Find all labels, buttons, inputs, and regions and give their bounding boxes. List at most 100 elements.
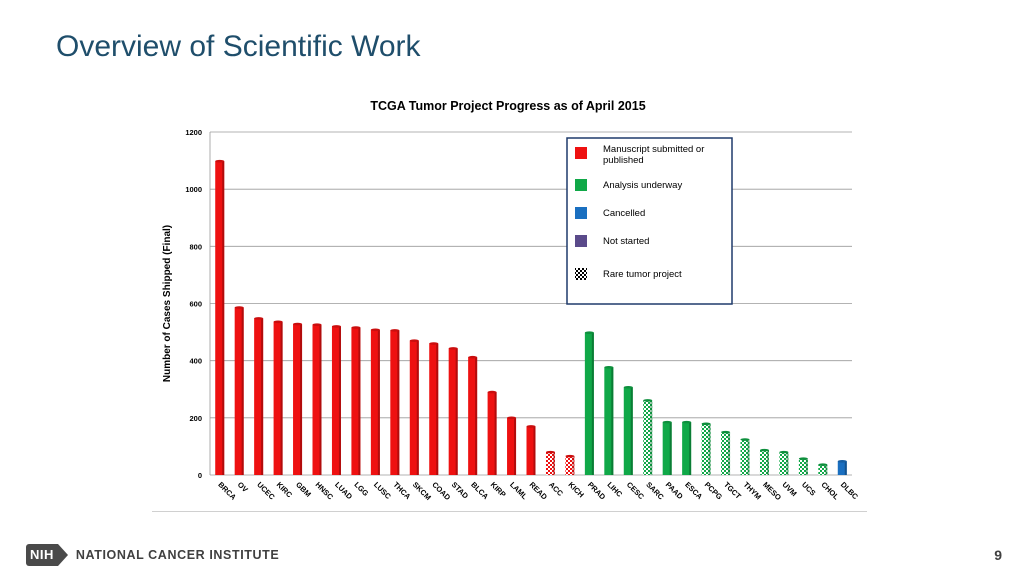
bar-cap-chol (818, 463, 828, 467)
x-tick-label: THYM (742, 480, 763, 501)
bar-cap-lihc (604, 365, 614, 369)
legend-swatch-published (575, 147, 587, 159)
bar-shade-esca (689, 422, 692, 475)
bar-cap-brca (215, 159, 225, 163)
bar-cap-paad (662, 420, 672, 424)
bar-shade-cesc (630, 387, 633, 475)
nih-logo: NIH (26, 544, 68, 566)
bar-prad (584, 332, 594, 475)
bar-cap-sarc (643, 399, 653, 402)
bar-cap-coad (429, 342, 439, 345)
y-tick-label: 600 (189, 300, 202, 309)
legend-swatch-not_started (575, 235, 587, 247)
bar-cap-read (526, 425, 536, 428)
y-tick-label: 0 (198, 471, 202, 480)
bar-cap-ucs (798, 457, 808, 461)
bar-skcm (409, 340, 419, 475)
chart-frame-bottom (152, 511, 867, 512)
bar-lgg (351, 327, 361, 475)
bar-brca (215, 161, 225, 475)
x-tick-label: HNSC (314, 480, 336, 502)
bar-ov (234, 307, 244, 475)
y-tick-label: 200 (189, 414, 202, 423)
x-tick-label: PRAD (586, 480, 608, 502)
legend-label-not_started: Not started (603, 236, 649, 247)
institute-name: NATIONAL CANCER INSTITUTE (75, 548, 280, 562)
x-tick-label: SARC (644, 480, 666, 502)
bar-shade-pcpg (708, 423, 711, 475)
legend-swatch-underway (575, 179, 587, 191)
bar-shade-skcm (416, 340, 419, 475)
slide-title: Overview of Scientific Work (56, 30, 421, 63)
bar-esca (682, 422, 692, 475)
legend-swatch-rare (575, 268, 587, 280)
bar-cap-kirc (273, 320, 283, 324)
y-tick-label: 1200 (185, 128, 202, 137)
bar-thym (740, 439, 750, 475)
y-ticks: 0 200 400 600 800 1000 1200 (185, 128, 202, 480)
bar-cap-ucec (254, 317, 264, 320)
bar-shade-acc (552, 452, 555, 475)
x-tick-label: LGG (352, 480, 370, 498)
y-tick-label: 1000 (185, 185, 202, 194)
bar-cap-gbm (293, 322, 303, 326)
bar-shade-thca (397, 330, 400, 475)
bar-shade-hnsc (319, 324, 322, 475)
bar-cap-ov (234, 306, 244, 309)
bar-dlbc (837, 461, 847, 475)
bar-pcpg (701, 423, 711, 475)
nih-logo-arrow (57, 544, 68, 566)
bar-thca (390, 330, 400, 475)
chart: TCGA Tumor Project Progress as of April … (152, 90, 867, 510)
y-tick-label: 400 (189, 357, 202, 366)
x-tick-label: UCEC (255, 480, 277, 502)
bar-luad (331, 326, 341, 475)
bar-chart-svg: TCGA Tumor Project Progress as of April … (162, 99, 860, 502)
legend-label-underway: Analysis underway (603, 180, 682, 191)
x-tick-label: TGCT (722, 480, 743, 501)
bar-ucs (798, 458, 808, 475)
bar-cap-stad (448, 347, 458, 350)
nih-logo-text: NIH (26, 544, 58, 566)
bar-shade-gbm (300, 324, 303, 475)
x-tick-label: MESO (761, 480, 783, 502)
bar-shade-lgg (358, 327, 361, 475)
x-tick-label: LUSC (372, 480, 393, 501)
x-tick-label: KICH (566, 480, 585, 499)
bar-acc (545, 452, 555, 475)
bar-cap-acc (545, 450, 555, 454)
bar-meso (759, 450, 769, 475)
x-tick-label: OV (236, 480, 250, 494)
bar-kirp (487, 392, 497, 475)
x-tick-label: PAAD (664, 480, 685, 501)
bar-paad (662, 422, 672, 475)
bar-cap-prad (584, 331, 594, 334)
bar-cap-lgg (351, 326, 361, 329)
bar-cap-thca (390, 329, 400, 332)
gridlines (209, 131, 852, 476)
bar-kirc (273, 321, 283, 475)
bar-shade-ucec (261, 318, 264, 475)
bar-shade-stad (455, 348, 458, 475)
bar-cap-luad (331, 325, 341, 328)
bar-cap-cesc (623, 385, 633, 389)
bar-shade-paad (669, 422, 672, 475)
bar-shade-lusc (377, 329, 380, 475)
bar-shade-tgct (728, 432, 731, 475)
bar-shade-kirc (280, 321, 283, 475)
x-tick-label: PCPG (703, 480, 725, 502)
bar-cap-esca (682, 420, 692, 424)
bar-lihc (604, 367, 614, 475)
x-tick-label: BRCA (216, 480, 238, 502)
bar-shade-laml (514, 417, 517, 475)
x-tick-label: THCA (391, 480, 413, 502)
x-tick-label: READ (528, 480, 550, 502)
x-tick-label: LUAD (333, 480, 355, 502)
bar-ucec (254, 318, 264, 475)
legend-label-rare: Rare tumor project (603, 269, 682, 280)
bar-shade-meso (766, 450, 769, 475)
bar-cap-skcm (409, 339, 419, 342)
x-tick-label: UCS (800, 480, 818, 498)
x-tick-label: LAML (508, 480, 529, 501)
